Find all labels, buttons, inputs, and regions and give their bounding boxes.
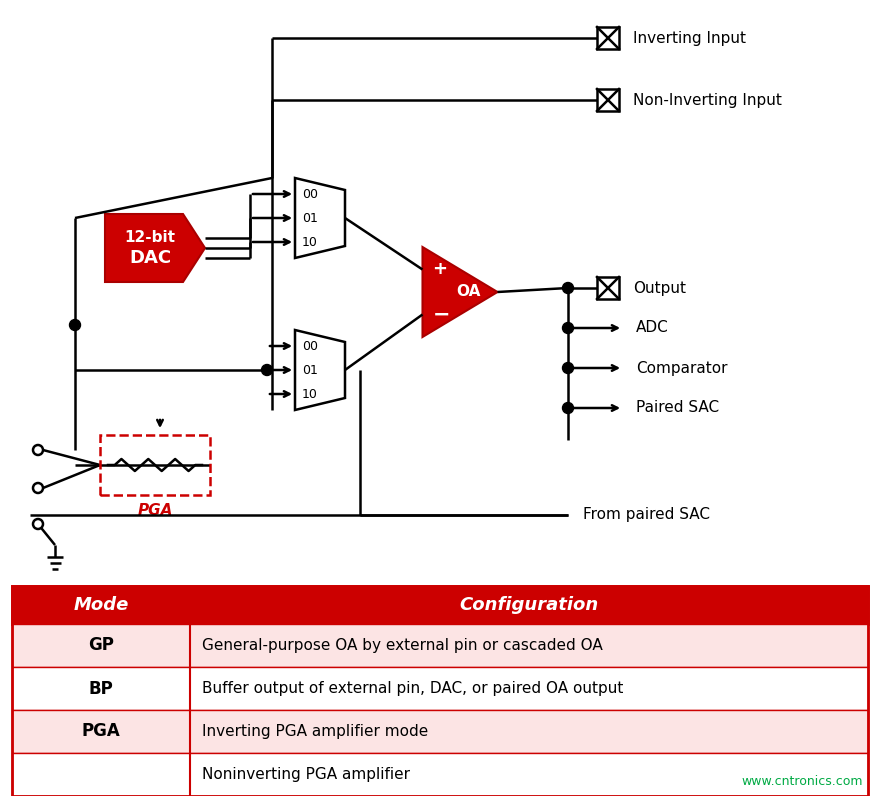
Text: 01: 01 [302, 212, 318, 224]
Text: DAC: DAC [129, 249, 171, 267]
Text: 10: 10 [302, 236, 318, 248]
Text: From paired SAC: From paired SAC [583, 508, 710, 522]
Text: ADC: ADC [636, 321, 669, 335]
Circle shape [33, 483, 43, 493]
Circle shape [562, 322, 574, 334]
Text: PGA: PGA [137, 503, 172, 518]
Text: www.cntronics.com: www.cntronics.com [742, 775, 863, 788]
Text: +: + [432, 260, 448, 279]
Text: General-purpose OA by external pin or cascaded OA: General-purpose OA by external pin or ca… [202, 638, 603, 653]
Text: 00: 00 [302, 188, 318, 201]
Bar [12, 710, 868, 753]
Circle shape [33, 519, 43, 529]
Bar [12, 586, 868, 624]
Circle shape [33, 445, 43, 455]
Polygon shape [295, 178, 345, 258]
Text: 00: 00 [302, 340, 318, 353]
Bar [12, 753, 868, 796]
Text: Comparator: Comparator [636, 361, 728, 376]
Text: −: − [432, 305, 450, 325]
Text: PGA: PGA [82, 723, 121, 740]
Text: BP: BP [89, 680, 114, 697]
Circle shape [562, 362, 574, 373]
Text: Mode: Mode [73, 596, 128, 614]
Bar [12, 624, 868, 667]
Bar [12, 586, 868, 796]
Circle shape [261, 365, 273, 376]
Polygon shape [105, 214, 205, 282]
Bar [597, 277, 619, 299]
Bar [12, 667, 868, 710]
Circle shape [562, 283, 574, 294]
Text: 01: 01 [302, 364, 318, 377]
Text: Inverting Input: Inverting Input [633, 30, 746, 45]
Bar [597, 89, 619, 111]
Text: Configuration: Configuration [459, 596, 598, 614]
Bar [100, 435, 210, 495]
Text: 12-bit: 12-bit [124, 229, 175, 244]
Polygon shape [422, 247, 497, 337]
Text: Noninverting PGA amplifier: Noninverting PGA amplifier [202, 767, 410, 782]
Text: 10: 10 [302, 388, 318, 400]
Polygon shape [295, 330, 345, 410]
Text: OA: OA [456, 284, 480, 299]
Circle shape [562, 403, 574, 413]
Text: Non-Inverting Input: Non-Inverting Input [633, 92, 781, 107]
Text: Buffer output of external pin, DAC, or paired OA output: Buffer output of external pin, DAC, or p… [202, 681, 623, 696]
Text: Inverting PGA amplifier mode: Inverting PGA amplifier mode [202, 724, 429, 739]
Bar [597, 27, 619, 49]
Text: Paired SAC: Paired SAC [636, 400, 719, 416]
Circle shape [70, 319, 80, 330]
Text: Output: Output [633, 280, 686, 295]
Text: GP: GP [88, 637, 114, 654]
